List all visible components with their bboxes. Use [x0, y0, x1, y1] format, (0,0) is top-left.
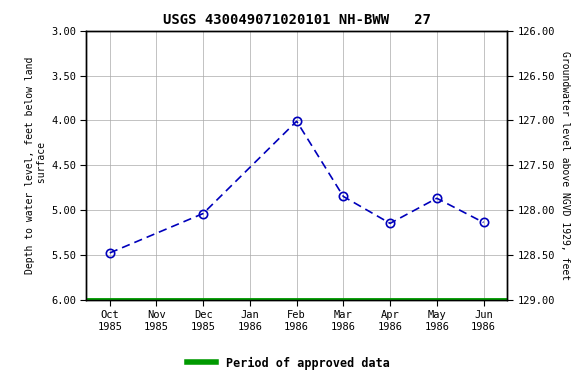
Legend: Period of approved data: Period of approved data: [182, 352, 394, 374]
Title: USGS 430049071020101 NH-BWW   27: USGS 430049071020101 NH-BWW 27: [162, 13, 431, 27]
Y-axis label: Groundwater level above NGVD 1929, feet: Groundwater level above NGVD 1929, feet: [560, 51, 570, 280]
Y-axis label: Depth to water level, feet below land
 surface: Depth to water level, feet below land su…: [25, 56, 47, 274]
